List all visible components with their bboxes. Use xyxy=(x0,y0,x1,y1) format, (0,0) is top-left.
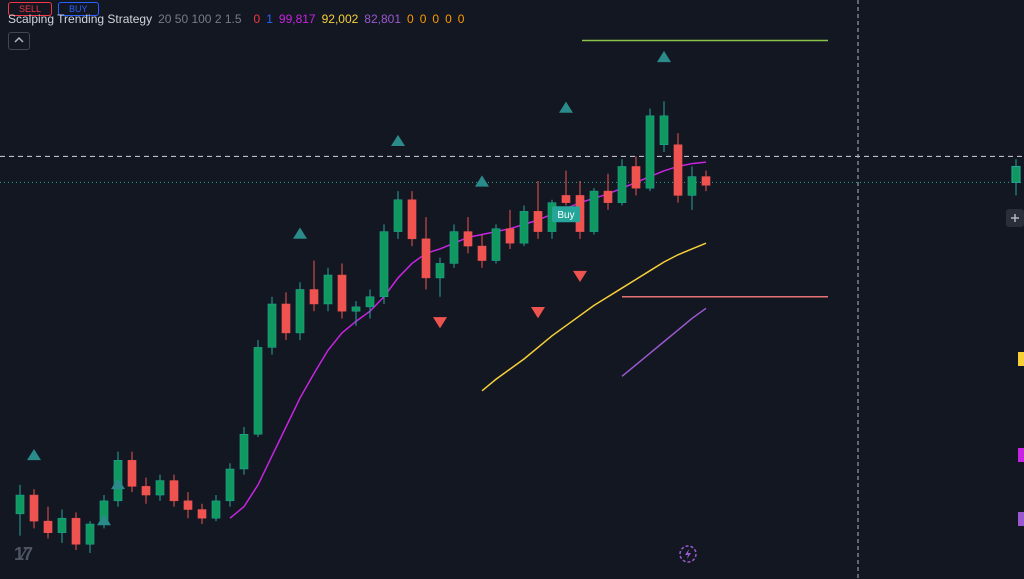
tradingview-logo-icon: 1⁄7 xyxy=(14,544,31,565)
indicator-params: 20 50 100 2 1.5 xyxy=(158,12,241,26)
svg-text:Buy: Buy xyxy=(557,210,574,221)
indicator-legend[interactable]: Scalping Trending Strategy 20 50 100 2 1… xyxy=(8,12,464,26)
price-scale-marker xyxy=(1018,448,1024,462)
replay-flash-icon[interactable] xyxy=(678,544,698,569)
price-scale-marker xyxy=(1018,512,1024,526)
add-price-alert-button[interactable] xyxy=(1006,209,1024,227)
price-scale-marker xyxy=(1018,352,1024,366)
collapse-indicator-button[interactable] xyxy=(8,32,30,50)
indicator-title: Scalping Trending Strategy xyxy=(8,12,152,26)
indicator-values: 0199,81792,00282,80100000 xyxy=(248,12,465,26)
price-chart[interactable]: Buy xyxy=(0,0,1024,579)
